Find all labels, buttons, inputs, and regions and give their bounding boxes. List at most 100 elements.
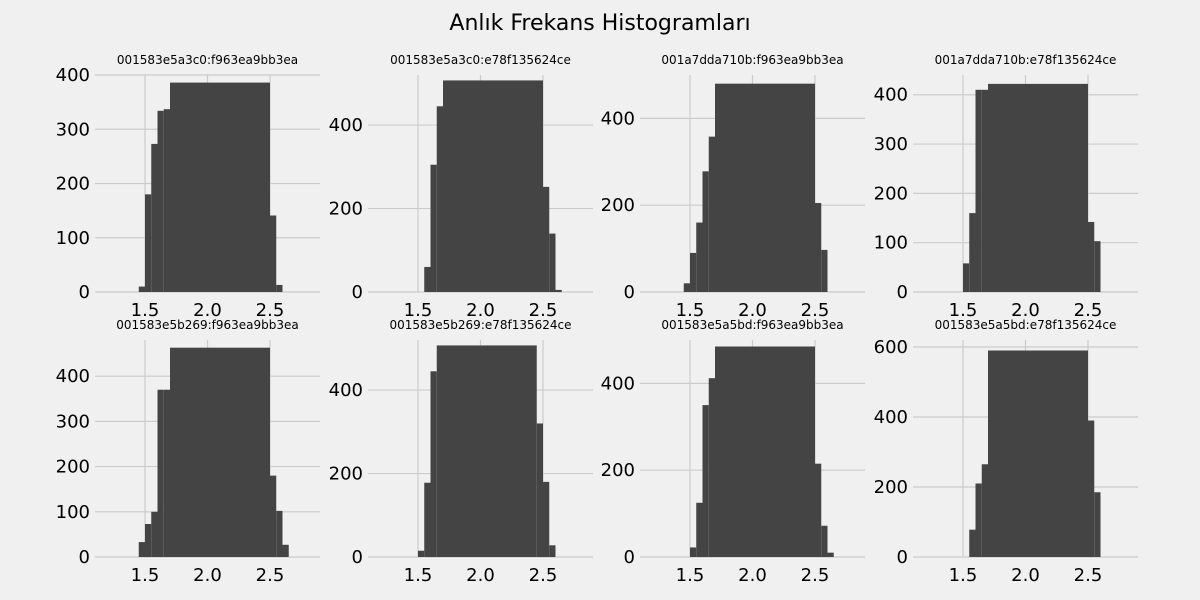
histogram-bar bbox=[436, 345, 443, 557]
histogram-bar bbox=[975, 483, 982, 557]
x-tick-label: 2.0 bbox=[193, 565, 222, 586]
histogram-panel: 001583e5b269:e78f135624ce 1.5 2.0 2.5 0 200 40… bbox=[329, 318, 593, 586]
histogram-bar bbox=[536, 423, 543, 557]
histogram-bar bbox=[138, 542, 145, 557]
y-tick-label: 200 bbox=[601, 460, 635, 481]
x-tick-label: 2.0 bbox=[1011, 300, 1040, 321]
histogram-bar bbox=[430, 164, 437, 292]
histogram-bar bbox=[170, 82, 270, 292]
x-tick-label: 2.0 bbox=[466, 565, 495, 586]
x-tick-label: 2.0 bbox=[738, 565, 767, 586]
histogram-bar bbox=[157, 110, 164, 293]
histogram-bar bbox=[1088, 221, 1095, 292]
panel-title: 001583e5a3c0:f963ea9bb3ea bbox=[117, 53, 298, 67]
y-tick-label: 100 bbox=[56, 228, 90, 249]
histogram-bar bbox=[702, 405, 709, 557]
histogram-bar bbox=[282, 544, 289, 557]
x-tick-label: 2.5 bbox=[529, 300, 558, 321]
x-tick-label: 2.0 bbox=[193, 300, 222, 321]
histogram-bar bbox=[145, 194, 152, 292]
histogram-bar bbox=[815, 203, 822, 292]
histogram-panel: 001583e5a5bd:e78f135624ce 1.5 2.0 2.5 0 200 40… bbox=[874, 318, 1138, 586]
histogram-panel: 001a7dda710b:e78f135624ce 1.5 2.0 2.5 0 100 20… bbox=[874, 53, 1138, 321]
histogram-bar bbox=[170, 347, 270, 557]
histogram-bar bbox=[981, 464, 988, 557]
histogram-bar bbox=[821, 249, 828, 292]
y-tick-label: 200 bbox=[601, 195, 635, 216]
histogram-bar bbox=[549, 545, 556, 557]
panel-title: 001a7dda710b:f963ea9bb3ea bbox=[661, 53, 843, 67]
x-tick-label: 2.0 bbox=[1011, 565, 1040, 586]
x-tick-label: 1.5 bbox=[676, 300, 705, 321]
histogram-bar bbox=[163, 389, 170, 557]
histogram-bar bbox=[543, 481, 550, 557]
histogram-bar bbox=[696, 222, 703, 292]
y-tick-label: 200 bbox=[874, 477, 908, 498]
histogram-panel: 001583e5a3c0:f963ea9bb3ea 1.5 2.0 2.5 0 100 20… bbox=[56, 53, 320, 321]
histogram-bar bbox=[151, 511, 158, 557]
panel-title: 001583e5a3c0:e78f135624ce bbox=[390, 53, 571, 67]
histogram-bar bbox=[543, 186, 550, 292]
histogram-bar bbox=[418, 550, 425, 557]
y-tick-label: 0 bbox=[624, 282, 635, 303]
histogram-bar bbox=[276, 284, 283, 292]
x-tick-label: 2.0 bbox=[466, 300, 495, 321]
histogram-bar bbox=[157, 389, 164, 557]
y-tick-label: 400 bbox=[329, 115, 363, 136]
y-tick-label: 200 bbox=[874, 183, 908, 204]
histogram-bar bbox=[690, 547, 697, 557]
histogram-bar bbox=[1094, 241, 1101, 292]
histogram-bar bbox=[270, 215, 277, 292]
x-tick-label: 2.0 bbox=[738, 300, 767, 321]
histogram-bar bbox=[443, 80, 543, 292]
histogram-bar bbox=[702, 171, 709, 292]
histogram-bar bbox=[443, 345, 537, 557]
y-tick-label: 0 bbox=[897, 282, 908, 303]
histogram-panel: 001583e5b269:f963ea9bb3ea 1.5 2.0 2.5 0 100 20… bbox=[56, 318, 320, 586]
y-tick-label: 0 bbox=[352, 282, 363, 303]
histogram-bar bbox=[815, 463, 822, 557]
histogram-bar bbox=[549, 233, 556, 292]
x-tick-label: 2.5 bbox=[801, 565, 830, 586]
y-tick-label: 400 bbox=[874, 407, 908, 428]
y-tick-label: 300 bbox=[874, 134, 908, 155]
y-tick-label: 200 bbox=[329, 199, 363, 220]
x-tick-label: 2.5 bbox=[801, 300, 830, 321]
histogram-bar bbox=[683, 283, 690, 292]
y-tick-label: 200 bbox=[56, 174, 90, 195]
histogram-bar bbox=[827, 552, 834, 557]
histogram-panels: 001583e5a3c0:f963ea9bb3ea 1.5 2.0 2.5 0 100 20… bbox=[56, 53, 1138, 586]
histogram-bar bbox=[555, 289, 562, 292]
histogram-bar bbox=[276, 510, 283, 557]
histogram-bar bbox=[424, 482, 431, 557]
histogram-bar bbox=[696, 502, 703, 557]
histogram-panel: 001583e5a5bd:f963ea9bb3ea 1.5 2.0 2.5 0 200 40… bbox=[601, 318, 865, 586]
x-tick-label: 1.5 bbox=[404, 300, 433, 321]
histogram-bar bbox=[975, 89, 982, 292]
histogram-bar bbox=[988, 350, 1088, 557]
y-tick-label: 400 bbox=[874, 85, 908, 106]
y-tick-label: 400 bbox=[56, 65, 90, 86]
y-tick-label: 0 bbox=[352, 547, 363, 568]
x-tick-label: 1.5 bbox=[131, 300, 160, 321]
histogram-bar bbox=[138, 286, 145, 292]
y-tick-label: 0 bbox=[624, 547, 635, 568]
histogram-bar bbox=[424, 266, 431, 292]
histogram-bar bbox=[715, 346, 815, 557]
y-tick-label: 200 bbox=[329, 464, 363, 485]
histogram-panel: 001a7dda710b:f963ea9bb3ea 1.5 2.0 2.5 0 200 40… bbox=[601, 53, 865, 321]
x-tick-label: 1.5 bbox=[676, 565, 705, 586]
x-tick-label: 2.5 bbox=[529, 565, 558, 586]
y-tick-label: 0 bbox=[79, 547, 90, 568]
y-tick-label: 200 bbox=[56, 457, 90, 478]
histogram-bar bbox=[981, 89, 988, 292]
y-tick-label: 400 bbox=[56, 366, 90, 387]
x-tick-label: 2.5 bbox=[1074, 565, 1103, 586]
x-tick-label: 2.5 bbox=[256, 300, 285, 321]
y-tick-label: 400 bbox=[601, 373, 635, 394]
histogram-panel: 001583e5a3c0:e78f135624ce 1.5 2.0 2.5 0 200 40… bbox=[329, 53, 593, 321]
y-tick-label: 0 bbox=[79, 282, 90, 303]
x-tick-label: 1.5 bbox=[949, 300, 978, 321]
histogram-bar bbox=[821, 525, 828, 557]
panel-title: 001583e5b269:e78f135624ce bbox=[389, 318, 571, 332]
